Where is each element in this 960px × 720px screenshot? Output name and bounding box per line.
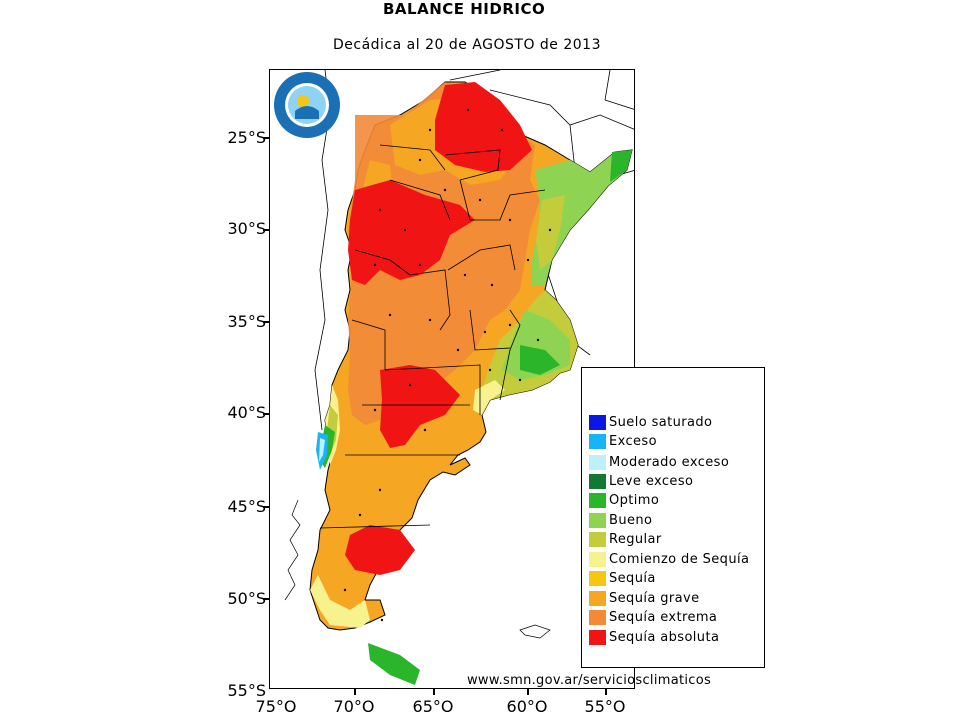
legend-swatch	[589, 609, 606, 625]
legend-item-optimo: Optimo	[589, 491, 659, 509]
legend-item-exceso: Exceso	[589, 432, 657, 450]
legend-swatch	[589, 473, 606, 489]
station-points	[343, 108, 552, 622]
map-subtitle: Decádica al 20 de AGOSTO de 2013	[333, 37, 601, 53]
lon-tick	[605, 689, 607, 695]
legend-item-comienzo-de-sequia: Comienzo de Sequía	[589, 550, 749, 568]
legend-swatch	[589, 492, 606, 508]
smn-logo	[273, 71, 341, 139]
lat-tick	[263, 598, 269, 600]
map-panel	[269, 69, 635, 689]
legend-item-suelo-saturado: Suelo saturado	[589, 413, 712, 431]
legend-label: Optimo	[609, 492, 660, 508]
lat-tick	[263, 137, 269, 139]
legend-swatch	[589, 531, 606, 547]
legend-item-moderado-exceso: Moderado exceso	[589, 453, 729, 471]
legend-swatch	[589, 570, 606, 586]
lat-label-50: 50°S	[227, 589, 266, 608]
legend-item-leve-exceso: Leve exceso	[589, 472, 693, 490]
legend-swatch	[589, 512, 606, 528]
legend-item-regular: Regular	[589, 530, 662, 548]
lat-label-55: 55°S	[227, 681, 266, 700]
legend-item-sequia-extrema: Sequía extrema	[589, 608, 717, 626]
lon-label-65: 65°O	[412, 697, 454, 716]
legend-label: Suelo saturado	[609, 414, 713, 430]
legend-label: Comienzo de Sequía	[609, 551, 750, 567]
legend-label: Regular	[609, 531, 662, 547]
lat-tick	[263, 506, 269, 508]
province-borders	[319, 144, 546, 529]
smn-seal-icon	[274, 72, 340, 138]
legend-label: Exceso	[609, 433, 657, 449]
legend-label: Sequía	[609, 570, 656, 586]
lon-label-60: 60°O	[506, 697, 548, 716]
legend-swatch	[589, 629, 606, 645]
legend-item-sequia-absoluta: Sequía absoluta	[589, 628, 719, 646]
lat-label-35: 35°S	[227, 312, 266, 331]
lon-label-70: 70°O	[333, 697, 375, 716]
moisture-zones	[310, 82, 632, 685]
lat-tick	[263, 229, 269, 231]
legend-label: Leve exceso	[609, 473, 694, 489]
lon-tick	[354, 689, 356, 695]
chile-coast	[284, 499, 551, 639]
lat-tick	[263, 413, 269, 415]
legend-swatch	[589, 590, 606, 606]
lat-label-45: 45°S	[227, 497, 266, 516]
legend-box: Suelo saturado Exceso Moderado exceso Le…	[581, 367, 765, 668]
map-title: BALANCE HIDRICO	[383, 0, 546, 18]
lat-label-25: 25°S	[227, 128, 266, 147]
legend-swatch	[589, 433, 606, 449]
legend-swatch	[589, 551, 606, 567]
source-url: www.smn.gov.ar/serviciosclimaticos	[467, 673, 712, 688]
legend-label: Sequía extrema	[609, 609, 718, 625]
legend-item-sequia-grave: Sequía grave	[589, 589, 700, 607]
lon-label-75: 75°O	[255, 697, 297, 716]
legend-item-sequia: Sequía	[589, 569, 656, 587]
legend-label: Sequía absoluta	[609, 629, 720, 645]
legend-swatch	[589, 454, 606, 470]
lat-label-40: 40°S	[227, 403, 266, 422]
legend-label: Bueno	[609, 512, 653, 528]
legend-swatch	[589, 414, 606, 430]
lat-tick	[263, 321, 269, 323]
lon-label-55: 55°O	[584, 697, 626, 716]
legend-label: Moderado exceso	[609, 454, 730, 470]
argentina-water-balance-map	[284, 70, 634, 685]
legend-item-bueno: Bueno	[589, 511, 652, 529]
legend-label: Sequía grave	[609, 590, 700, 606]
lon-tick	[433, 689, 435, 695]
lon-tick	[527, 689, 529, 695]
lat-label-30: 30°S	[227, 219, 266, 238]
